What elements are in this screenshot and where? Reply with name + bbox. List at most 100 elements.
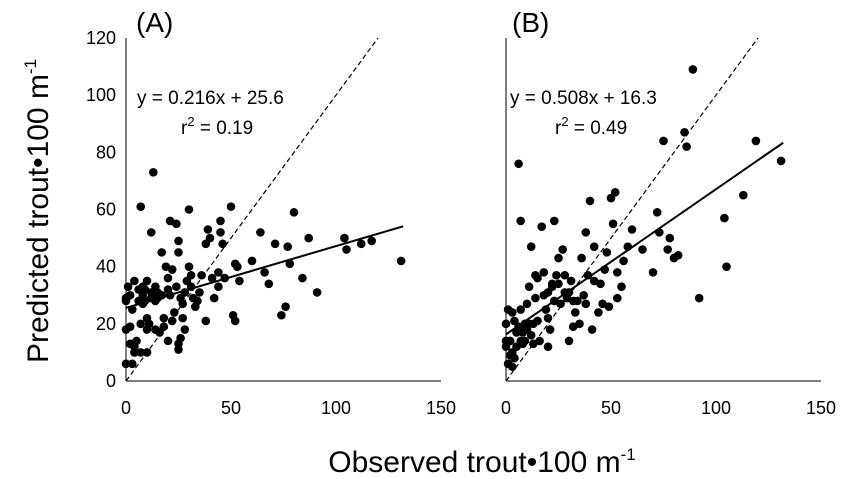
data-point <box>218 239 227 249</box>
data-point <box>159 322 169 331</box>
data-point <box>396 256 406 266</box>
data-point <box>123 282 133 291</box>
data-point <box>571 308 580 317</box>
data-point <box>613 293 622 303</box>
data-point <box>514 159 523 169</box>
data-point <box>558 245 567 254</box>
y-tick-label: 60 <box>96 200 116 220</box>
y-axis-title: Predicted trout•100 m-1 <box>21 59 55 363</box>
data-point <box>180 325 190 334</box>
data-point <box>617 282 626 291</box>
data-point <box>142 276 152 286</box>
panel-label: (A) <box>136 7 173 38</box>
data-point <box>146 228 156 237</box>
data-point <box>610 188 620 197</box>
data-point <box>581 228 591 237</box>
data-point <box>312 288 322 297</box>
data-point <box>533 273 542 283</box>
data-point <box>178 313 187 323</box>
data-point <box>144 319 154 329</box>
data-point <box>142 348 152 357</box>
data-point <box>545 325 555 334</box>
data-point <box>560 270 570 280</box>
data-point <box>157 248 166 257</box>
data-point <box>356 239 366 249</box>
data-point <box>176 333 185 343</box>
x-tick-label: 100 <box>701 398 731 418</box>
data-point <box>516 305 525 314</box>
data-point <box>298 273 307 283</box>
data-point <box>136 319 145 329</box>
data-point <box>526 330 536 340</box>
data-point <box>638 245 647 254</box>
data-point <box>613 268 622 277</box>
data-point <box>193 296 202 306</box>
r-squared-label: r2 = 0.49 <box>555 114 627 139</box>
data-point <box>575 319 584 329</box>
data-point <box>543 313 553 323</box>
data-point <box>136 348 145 357</box>
data-point <box>283 242 293 251</box>
data-point <box>289 208 299 217</box>
data-point <box>230 316 240 326</box>
data-point <box>270 239 280 249</box>
data-point <box>663 245 672 254</box>
data-point <box>659 136 668 146</box>
regression-line <box>125 225 404 309</box>
y-tick-label: 40 <box>96 257 116 277</box>
data-point <box>526 242 536 251</box>
data-point <box>533 316 542 326</box>
data-point <box>665 233 675 243</box>
panel-label: (B) <box>512 7 549 38</box>
x-tick-label: 100 <box>321 398 351 418</box>
data-point <box>186 270 196 280</box>
data-point <box>682 142 691 151</box>
data-point <box>195 288 204 297</box>
data-point <box>130 276 139 286</box>
data-point <box>233 262 242 271</box>
data-point <box>543 342 553 352</box>
data-point <box>264 279 274 289</box>
regression-line <box>505 141 784 336</box>
data-point <box>260 268 269 277</box>
data-point <box>128 359 137 369</box>
data-point <box>652 208 662 217</box>
data-point <box>680 128 689 137</box>
regression-equation: y = 0.508x + 16.3 <box>510 88 657 109</box>
data-point <box>554 253 563 263</box>
data-point <box>304 233 314 243</box>
data-point <box>281 302 290 311</box>
data-point <box>174 236 183 246</box>
data-point <box>125 290 135 300</box>
data-point <box>577 253 586 263</box>
data-point <box>235 276 244 286</box>
data-point <box>627 225 637 234</box>
data-point <box>776 156 786 166</box>
data-point <box>197 270 206 280</box>
data-point <box>510 353 519 363</box>
data-point <box>277 310 286 320</box>
data-point <box>149 168 158 177</box>
data-point <box>550 216 559 226</box>
y-tick-label: 120 <box>86 28 116 48</box>
r-squared-label: r2 = 0.19 <box>181 114 253 139</box>
data-point <box>751 136 761 146</box>
data-point <box>524 282 534 291</box>
data-point <box>596 279 605 289</box>
data-point <box>184 205 194 214</box>
data-point <box>531 293 540 303</box>
data-point <box>508 362 517 372</box>
y-tick-label: 100 <box>86 85 116 105</box>
data-point <box>172 282 181 291</box>
x-tick-label: 50 <box>221 398 241 418</box>
data-point <box>722 262 731 271</box>
data-point <box>589 242 599 251</box>
data-point <box>619 256 628 266</box>
data-point <box>648 268 658 277</box>
regression-equation: y = 0.216x + 25.6 <box>137 88 284 109</box>
data-point <box>170 308 179 317</box>
identity-line <box>125 37 379 382</box>
data-point <box>539 268 549 277</box>
data-point <box>184 262 194 271</box>
data-point <box>178 299 187 309</box>
